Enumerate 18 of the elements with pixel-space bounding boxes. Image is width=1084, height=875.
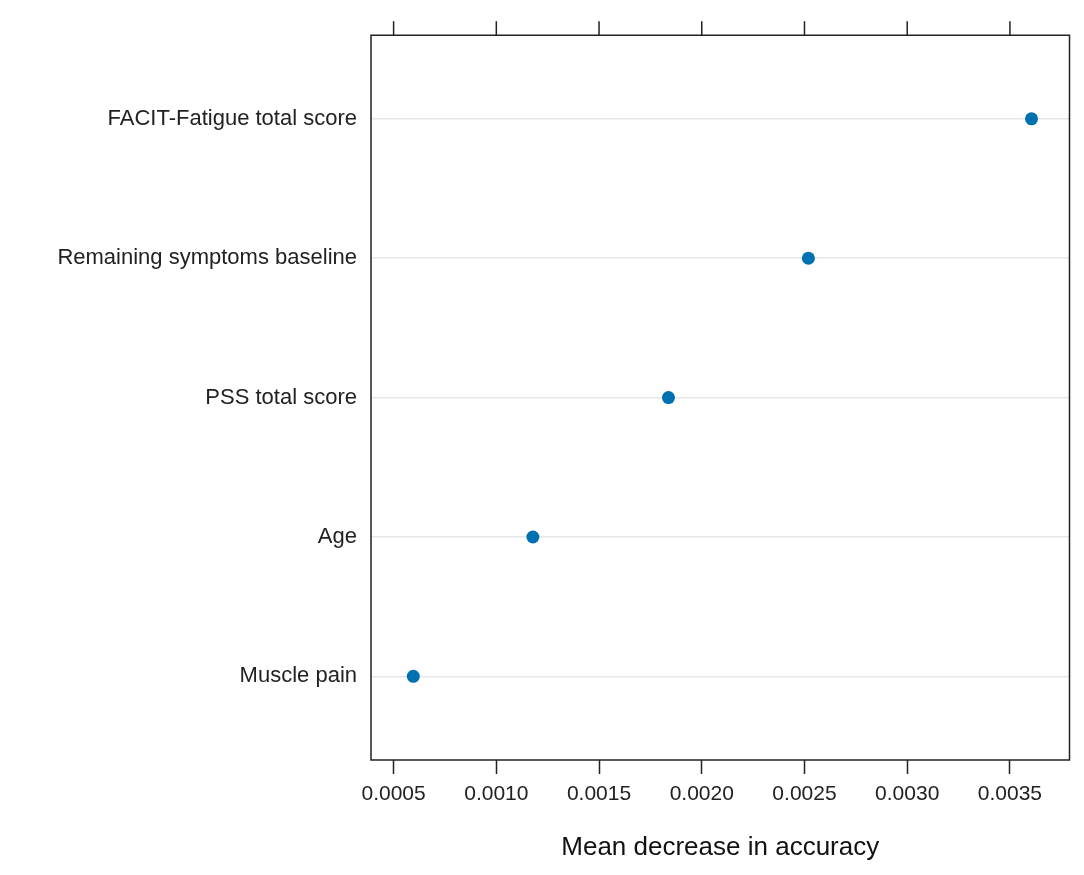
y-tick-label: PSS total score	[205, 383, 357, 409]
point	[526, 530, 540, 544]
y-tick-label: Age	[317, 523, 357, 549]
x-tick-label: 0.0035	[977, 781, 1043, 805]
point	[406, 669, 420, 683]
x-tick-label: 0.0005	[361, 781, 426, 805]
x-tick-label: 0.0030	[875, 781, 940, 805]
x-tick-label: 0.0015	[566, 781, 632, 805]
y-tick-label: FACIT-Fatigue total score	[107, 104, 357, 130]
y-tick-label: Remaining symptoms baseline	[57, 244, 357, 270]
x-tick-label: 0.0025	[772, 781, 837, 805]
point	[801, 251, 815, 265]
x-tick-label: 0.0020	[669, 781, 734, 805]
x-axis-title: Mean decrease in accuracy	[561, 830, 880, 861]
y-tick-label: Muscle pain	[239, 662, 357, 688]
x-tick-label: 0.0010	[464, 781, 529, 805]
point	[1024, 112, 1038, 126]
point	[661, 391, 675, 405]
